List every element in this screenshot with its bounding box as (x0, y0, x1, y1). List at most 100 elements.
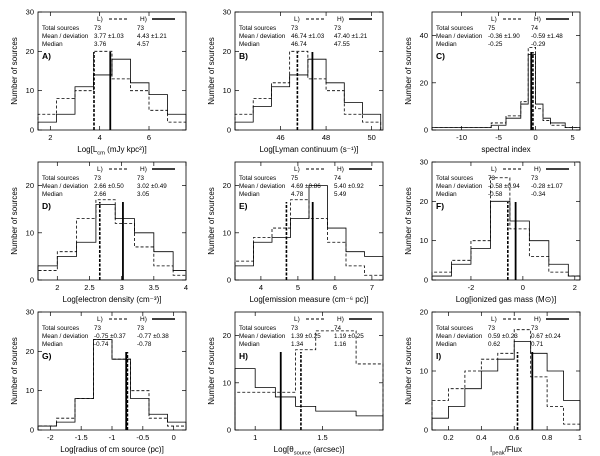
panel-label: D) (42, 201, 51, 211)
stats-row-label: Median (42, 41, 63, 48)
y-tick-label: 0 (227, 426, 231, 435)
stats-row-label: Median (436, 41, 457, 48)
legend-H-label: H) (337, 316, 344, 323)
stats-L-value: 73 (488, 325, 496, 332)
x-tick-label: -1 (109, 433, 116, 442)
stats-L-value: 73 (291, 325, 299, 332)
stats-L-value: -0.58 (488, 191, 503, 198)
y-tick-label: 0 (227, 276, 231, 285)
y-tick-label: 20 (26, 181, 34, 190)
x-axis-label: Log[Lyman continuum (s⁻¹)] (259, 145, 358, 154)
stats-row-label: Total sources (239, 25, 276, 32)
stats-H-value: 5.40 ±0.92 (334, 183, 364, 190)
x-tick-label: -10 (456, 133, 467, 142)
panel-F: -2020102030L)H)Total sources7373Mean / d… (404, 158, 580, 305)
x-axis-label: Ipeak/Flux (490, 445, 522, 456)
stats-H-value: 47.55 (334, 41, 350, 48)
y-axis-label: Number of sources (404, 337, 413, 405)
stats-L-value: 73 (291, 25, 299, 32)
stats-L-value: -0.75 ±0.37 (94, 333, 126, 340)
y-tick-label: 0 (30, 276, 34, 285)
stats-L-value: 46.74 ±1.03 (291, 33, 325, 40)
stats-H-value: 74 (531, 25, 539, 32)
stats-L-value: 2.66 (94, 191, 107, 198)
y-tick-label: 20 (26, 347, 34, 356)
stats-H-value: 73 (137, 325, 145, 332)
legend-H-label: H) (140, 316, 147, 323)
x-axis-label: Log[emission measure (cm⁻⁶ pc)] (249, 295, 368, 304)
histogram-L-series (38, 200, 186, 280)
stats-row-label: Mean / deviation (42, 33, 89, 40)
stats-L-value: 73 (94, 25, 102, 32)
panel-I: 0.20.40.60.8101020L)H)Total sources7373M… (404, 308, 582, 456)
y-tick-label: 20 (223, 47, 231, 56)
legend-H-label: H) (140, 166, 147, 173)
y-tick-label: 10 (420, 236, 428, 245)
stats-L-value: 73 (94, 175, 102, 182)
x-axis-label: spectral index (481, 145, 530, 154)
stats-H-value: 4.43 ±1.21 (137, 33, 167, 40)
legend-L-label: L) (97, 16, 103, 23)
stats-row-label: Median (42, 341, 63, 348)
stats-row-label: Total sources (239, 325, 276, 332)
x-tick-label: -0.5 (136, 433, 149, 442)
legend-L-label: L) (97, 166, 103, 173)
panel-label: B) (239, 51, 248, 61)
stats-H-value: -0.77 ±0.38 (137, 333, 169, 340)
stats-L-value: 1.34 (291, 341, 304, 348)
stats-row-label: Mean / deviation (42, 183, 89, 190)
panel-D: 22.533.5401020L)H)Total sources7373Mean … (10, 162, 188, 304)
stats-H-value: 4.57 (137, 41, 150, 48)
legend-H-label: H) (337, 16, 344, 23)
legend-H-label: H) (337, 166, 344, 173)
legend-L-label: L) (294, 16, 300, 23)
y-tick-label: 20 (420, 308, 428, 317)
x-tick-label: 0.4 (476, 433, 486, 442)
stats-H-value: 0.67 ±0.24 (531, 333, 561, 340)
panel-A: 2460102030L)H)Total sources7373Mean / de… (10, 8, 186, 157)
histogram-H-series (38, 204, 186, 280)
y-tick-label: 30 (26, 308, 34, 317)
panel-C: -10-50502040L)H)Total sources7574Mean / … (404, 12, 580, 154)
y-tick-label: 0 (424, 126, 428, 135)
x-tick-label: 1.5 (317, 433, 327, 442)
histogram-H-series (38, 59, 186, 130)
stats-H-value: 73 (531, 325, 539, 332)
x-tick-label: 7 (370, 283, 374, 292)
panel-B: 4648500102030L)H)Total sources7373Mean /… (207, 8, 383, 155)
stats-L-value: 73 (94, 325, 102, 332)
stats-H-value: 1.16 (334, 341, 347, 348)
y-tick-label: 0 (424, 276, 428, 285)
stats-H-value: 1.19 ±0.25 (334, 333, 364, 340)
y-tick-label: 20 (420, 197, 428, 206)
legend-H-label: H) (140, 16, 147, 23)
x-tick-label: 1 (578, 433, 582, 442)
stats-row-label: Mean / deviation (42, 333, 89, 340)
stats-H-value: -0.29 (531, 41, 546, 48)
histogram-H-series (235, 369, 383, 430)
x-tick-label: 5 (296, 283, 300, 292)
y-tick-label: 30 (223, 8, 231, 17)
histogram-grid-figure: 2460102030L)H)Total sources7373Mean / de… (0, 0, 600, 456)
panel-label: F) (436, 201, 444, 211)
stats-row-label: Total sources (239, 175, 276, 182)
legend-H-label: H) (534, 16, 541, 23)
x-axis-label: Log[ionized gas mass (M⊙)] (456, 295, 557, 304)
y-tick-label: 0 (30, 426, 34, 435)
x-axis-label: Log[Lcm (mJy kpc²)] (77, 145, 146, 157)
panel-label: I) (436, 351, 441, 361)
y-tick-label: 0 (424, 426, 428, 435)
y-tick-label: 20 (223, 331, 231, 340)
histogram-H-series (432, 201, 580, 280)
panel-label: G) (42, 351, 52, 361)
legend-H-label: H) (534, 166, 541, 173)
stats-row-label: Median (436, 341, 457, 348)
x-tick-label: 0.6 (509, 433, 519, 442)
stats-L-value: 75 (488, 25, 496, 32)
y-tick-label: 10 (26, 228, 34, 237)
panel-label: H) (239, 351, 248, 361)
y-tick-label: 20 (26, 47, 34, 56)
x-tick-label: 3.5 (149, 283, 159, 292)
stats-H-value: 3.05 (137, 191, 150, 198)
stats-row-label: Median (42, 191, 63, 198)
